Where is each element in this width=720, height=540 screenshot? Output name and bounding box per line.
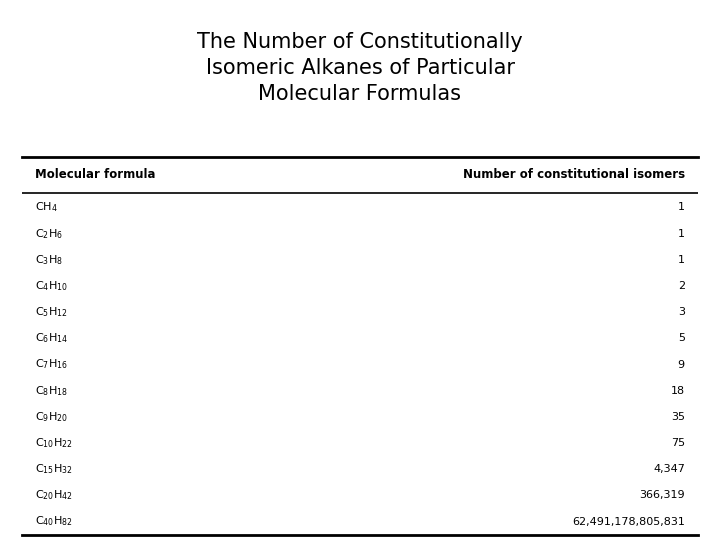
Text: 18: 18 — [671, 386, 685, 396]
Text: 75: 75 — [671, 438, 685, 448]
Text: 2: 2 — [678, 281, 685, 291]
Text: 62,491,178,805,831: 62,491,178,805,831 — [572, 517, 685, 526]
Text: C$_4$H$_{10}$: C$_4$H$_{10}$ — [35, 279, 68, 293]
Text: C$_7$H$_{16}$: C$_7$H$_{16}$ — [35, 357, 68, 372]
Text: C$_{20}$H$_{42}$: C$_{20}$H$_{42}$ — [35, 489, 73, 502]
Text: C$_6$H$_{14}$: C$_6$H$_{14}$ — [35, 332, 68, 345]
Text: 1: 1 — [678, 228, 685, 239]
Text: C$_2$H$_6$: C$_2$H$_6$ — [35, 227, 63, 240]
Text: 5: 5 — [678, 333, 685, 343]
Text: C$_{10}$H$_{22}$: C$_{10}$H$_{22}$ — [35, 436, 73, 450]
Text: 366,319: 366,319 — [639, 490, 685, 501]
Text: 9: 9 — [678, 360, 685, 369]
Text: 4,347: 4,347 — [653, 464, 685, 474]
Text: C$_{15}$H$_{32}$: C$_{15}$H$_{32}$ — [35, 462, 73, 476]
Text: C$_5$H$_{12}$: C$_5$H$_{12}$ — [35, 305, 68, 319]
Text: 35: 35 — [671, 412, 685, 422]
Text: 3: 3 — [678, 307, 685, 317]
Text: Molecular formula: Molecular formula — [35, 168, 156, 181]
Text: 1: 1 — [678, 255, 685, 265]
Text: The Number of Constitutionally
Isomeric Alkanes of Particular
Molecular Formulas: The Number of Constitutionally Isomeric … — [197, 32, 523, 104]
Text: 1: 1 — [678, 202, 685, 212]
Text: C$_8$H$_{18}$: C$_8$H$_{18}$ — [35, 384, 68, 397]
Text: Number of constitutional isomers: Number of constitutional isomers — [463, 168, 685, 181]
Text: C$_{40}$H$_{82}$: C$_{40}$H$_{82}$ — [35, 515, 73, 529]
Text: CH$_4$: CH$_4$ — [35, 200, 58, 214]
Text: C$_3$H$_8$: C$_3$H$_8$ — [35, 253, 63, 267]
Text: C$_9$H$_{20}$: C$_9$H$_{20}$ — [35, 410, 68, 424]
